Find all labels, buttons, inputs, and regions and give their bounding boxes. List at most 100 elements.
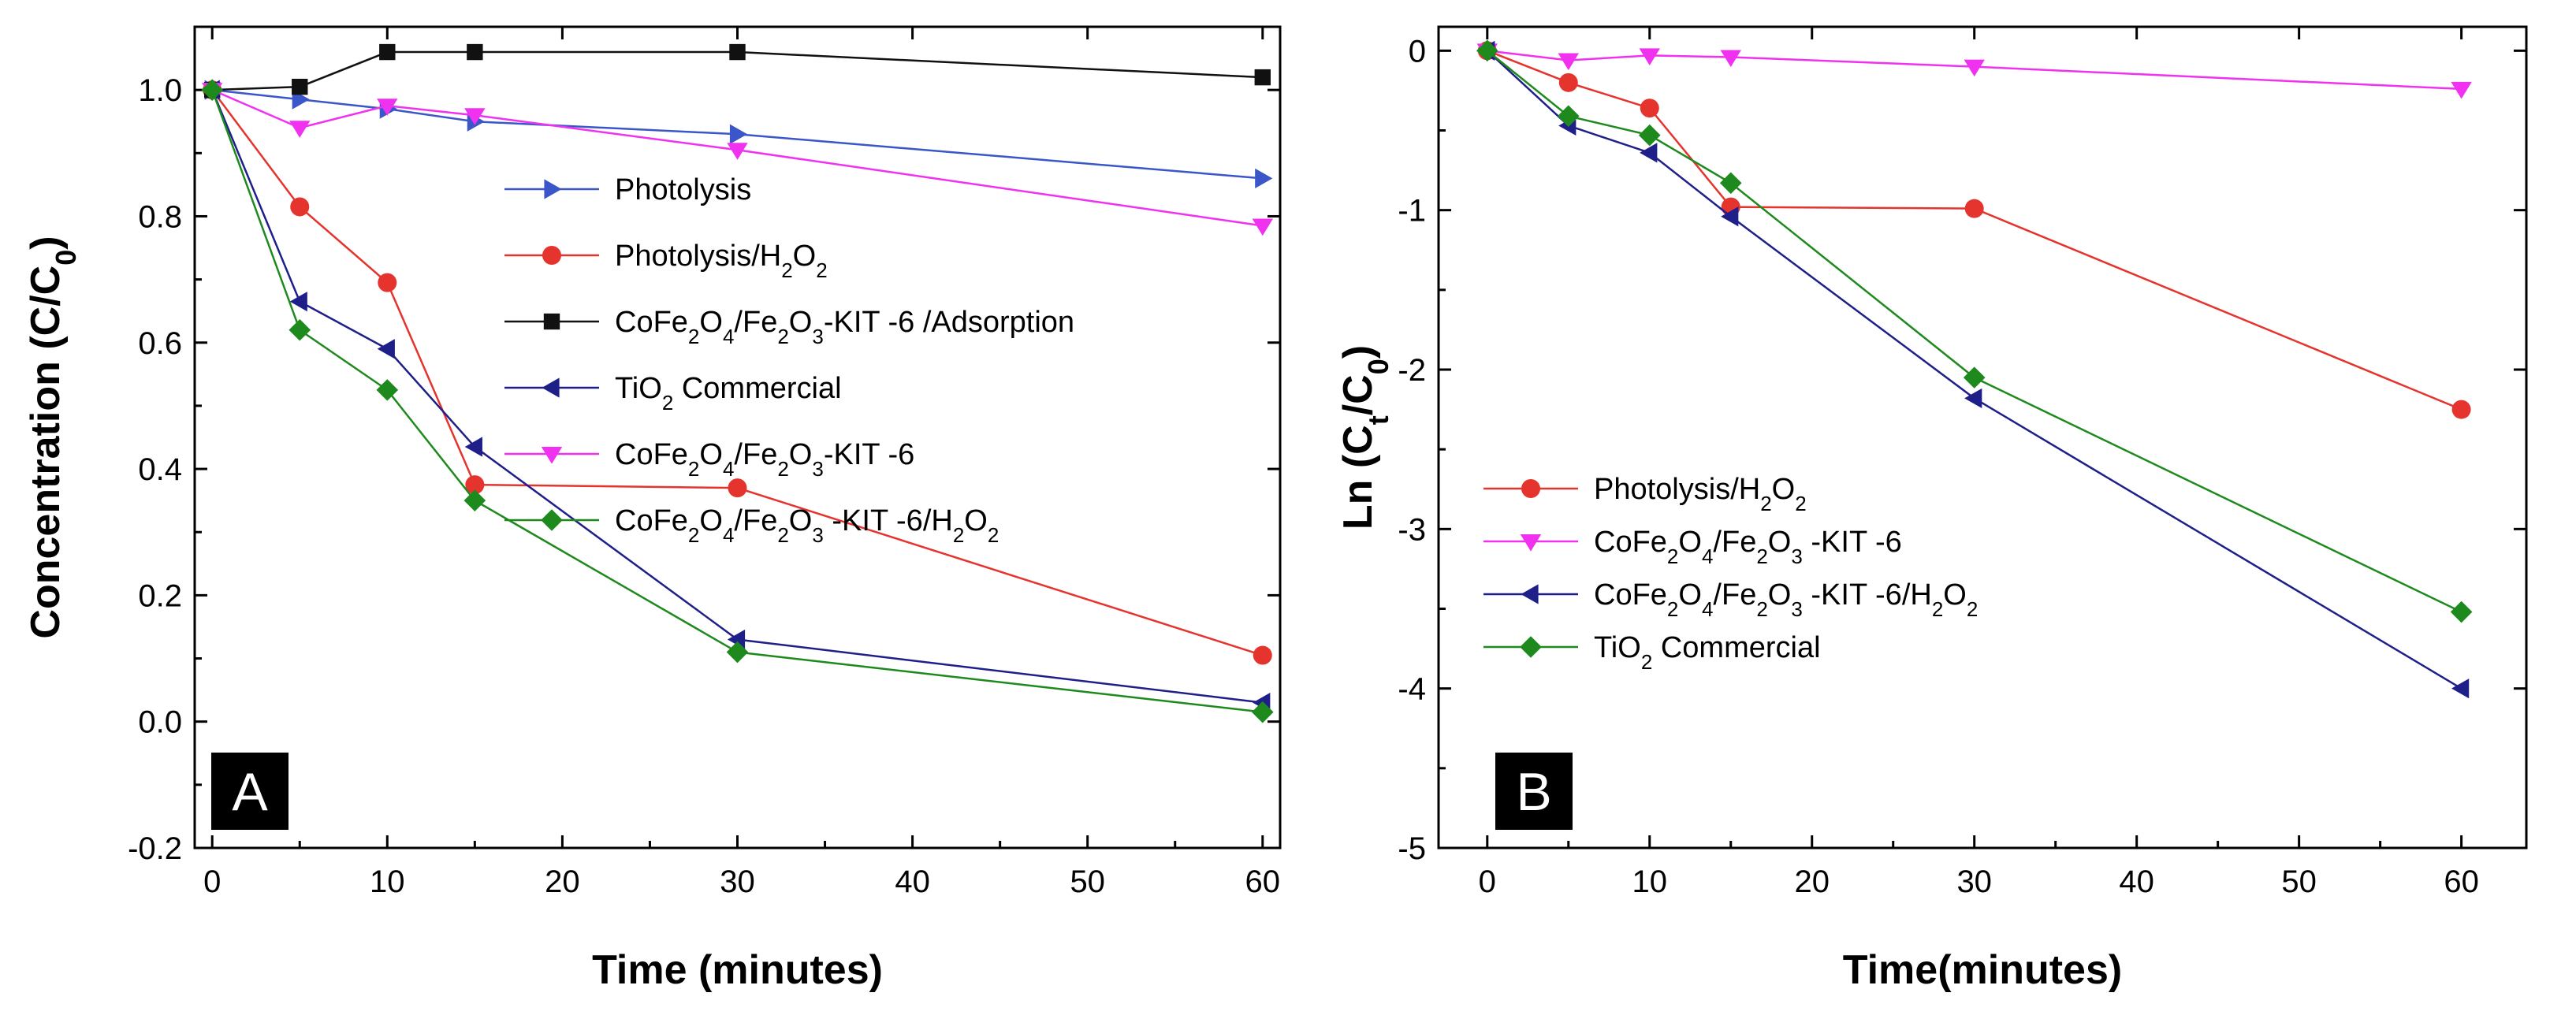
y-tick-label: 0.4 xyxy=(138,452,182,487)
subscript: 2 xyxy=(1641,650,1652,674)
y-tick-label: -1 xyxy=(1398,194,1426,229)
data-point xyxy=(2451,400,2471,419)
y-axis-title: Ln (Ct/C0) xyxy=(1335,345,1394,530)
data-point xyxy=(463,489,486,511)
subscript: 0 xyxy=(1362,359,1394,374)
text-run: Photolysis/H xyxy=(615,240,781,273)
data-point xyxy=(1963,366,1986,389)
x-tick-label: 0 xyxy=(1479,864,1496,899)
text-run: /Fe xyxy=(1713,526,1756,559)
subscript: 2 xyxy=(777,457,788,481)
x-tick-label: 60 xyxy=(2444,864,2479,899)
subscript: 2 xyxy=(1967,597,1978,621)
data-point xyxy=(289,121,311,138)
data-point xyxy=(729,43,746,61)
text-run: TiO xyxy=(1594,631,1641,664)
subscript: 3 xyxy=(1791,545,1802,568)
text-run: O xyxy=(789,504,813,537)
series-0 xyxy=(204,80,1273,188)
y-tick-label: 0 xyxy=(1409,34,1426,69)
legend-label: Photolysis/H2O2 xyxy=(615,240,828,282)
subscript: 2 xyxy=(953,523,964,547)
data-point xyxy=(1476,39,1498,62)
series-line xyxy=(1487,50,2462,613)
subscript: 2 xyxy=(1756,597,1767,621)
data-point xyxy=(1252,218,1273,236)
subscript: 4 xyxy=(1702,545,1713,568)
legend-marker xyxy=(542,377,560,398)
text-run: ) xyxy=(23,236,69,249)
text-run: CoFe xyxy=(1594,578,1667,612)
legend-label: TiO2 Commercial xyxy=(615,372,842,415)
data-point xyxy=(464,108,486,125)
x-tick-label: 40 xyxy=(895,864,930,899)
subscript: 4 xyxy=(723,457,734,481)
data-point xyxy=(465,475,485,495)
legend-marker xyxy=(1521,479,1540,498)
data-point xyxy=(467,43,483,61)
data-point xyxy=(1721,206,1739,227)
data-point xyxy=(201,79,224,101)
x-tick-label: 10 xyxy=(1632,864,1668,899)
legend-label: CoFe2O4/Fe2O3-KIT -6 xyxy=(615,438,914,481)
data-point xyxy=(378,273,397,292)
data-point xyxy=(1558,53,1579,71)
text-run: O xyxy=(1768,578,1792,612)
legend-marker xyxy=(1520,534,1542,552)
text-run: O xyxy=(699,504,723,537)
text-run: O xyxy=(1678,578,1702,612)
text-run: Commercial xyxy=(673,372,841,405)
y-tick-label: 0.2 xyxy=(138,578,182,613)
subscript: 2 xyxy=(688,457,699,481)
legend-item: CoFe2O4/Fe2O3 -KIT -6/H2O2 xyxy=(504,504,999,547)
data-point xyxy=(2450,600,2473,623)
subscript: 3 xyxy=(812,325,823,348)
legend-item: CoFe2O4/Fe2O3-KIT -6 /Adsorption xyxy=(504,306,1074,348)
text-run: Photolysis/H xyxy=(1594,473,1760,506)
subscript: 2 xyxy=(1795,492,1806,515)
series-2 xyxy=(204,43,1271,99)
x-tick-label: 0 xyxy=(203,864,221,899)
subscript: 2 xyxy=(777,523,788,547)
x-tick-label: 50 xyxy=(1070,864,1105,899)
text-run: CoFe xyxy=(1594,526,1667,559)
legend-marker xyxy=(542,246,561,265)
series-line xyxy=(1487,50,2462,411)
x-tick-label: 30 xyxy=(720,864,755,899)
x-tick-label: 20 xyxy=(545,864,580,899)
text-run: O xyxy=(1678,526,1702,559)
text-run: ) xyxy=(1335,345,1381,359)
data-point xyxy=(377,99,398,116)
x-axis-title: Time(minutes) xyxy=(1843,947,2122,993)
text-run: O xyxy=(789,438,813,471)
data-point xyxy=(1638,124,1661,147)
y-tick-label: -0.2 xyxy=(128,831,182,866)
data-point xyxy=(729,124,748,144)
series-0 xyxy=(1477,41,2471,419)
y-axis-title: Concentration (C/C0) xyxy=(23,236,82,638)
subscript: 2 xyxy=(777,325,788,348)
subscript: 0 xyxy=(50,250,82,266)
text-run: O xyxy=(699,306,723,339)
legend-marker xyxy=(544,179,562,199)
subscript: 3 xyxy=(812,523,823,547)
text-run: O xyxy=(1943,578,1967,612)
text-run: -KIT -6 xyxy=(824,438,914,471)
text-run: -KIT -6 xyxy=(1803,526,1902,559)
subscript: 2 xyxy=(816,258,827,282)
series-line xyxy=(212,50,1263,91)
series-line xyxy=(212,88,1263,180)
data-point xyxy=(1640,99,1659,118)
x-tick-label: 50 xyxy=(2281,864,2317,899)
data-point xyxy=(728,478,747,498)
text-run: Ln (C xyxy=(1335,425,1381,530)
panel-label-box xyxy=(211,753,288,830)
legend-item: CoFe2O4/Fe2O3 -KIT -6/H2O2 xyxy=(1483,578,1978,621)
data-point xyxy=(1253,645,1272,665)
data-point xyxy=(2451,679,2470,699)
data-point xyxy=(464,437,482,457)
x-tick-label: 30 xyxy=(1956,864,1992,899)
text-run: O xyxy=(1772,473,1796,506)
